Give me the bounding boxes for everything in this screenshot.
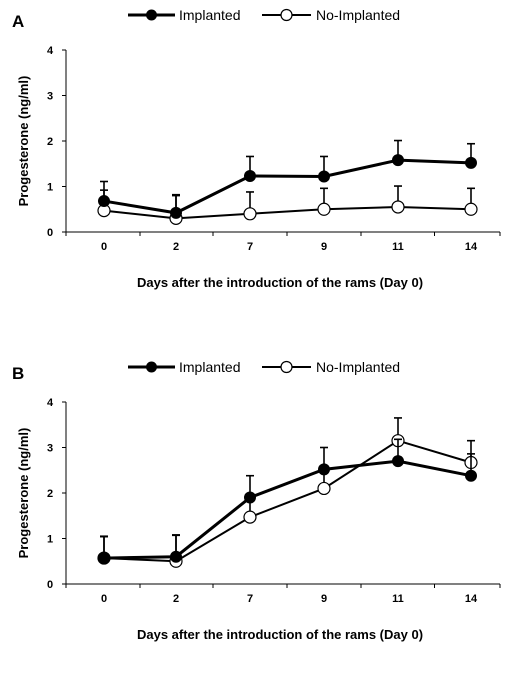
series-line-no-implanted — [103, 205, 472, 220]
y-tick-label: 1 — [47, 182, 53, 194]
legend-label-implanted: Implanted — [179, 359, 240, 375]
series-line-no-implanted — [103, 439, 472, 563]
y-tick-label: 0 — [47, 227, 53, 239]
data-point-implanted — [318, 170, 330, 183]
data-point-implanted — [98, 552, 110, 565]
y-axis-title: Progesterone (ng/ml) — [16, 428, 31, 559]
data-point-implanted — [392, 154, 404, 167]
x-tick-label: 9 — [321, 241, 327, 253]
data-point-no-implanted — [317, 202, 331, 216]
x-axis-title: Days after the introduction of the rams … — [137, 275, 423, 290]
x-tick-label: 0 — [101, 593, 107, 605]
data-point-no-implanted — [243, 510, 257, 524]
x-tick-label: 2 — [173, 241, 179, 253]
data-point-implanted — [244, 170, 256, 183]
y-tick-label: 4 — [47, 397, 54, 409]
x-tick-label: 11 — [392, 241, 404, 253]
y-axis-title: Progesterone (ng/ml) — [16, 76, 31, 207]
legend-label-no-implanted: No-Implanted — [316, 7, 400, 23]
data-point-implanted — [318, 463, 330, 476]
legend-marker-no-implanted — [280, 8, 293, 22]
legend-marker-implanted — [146, 9, 157, 21]
data-point-implanted — [465, 469, 477, 482]
y-tick-label: 3 — [47, 91, 53, 103]
data-point-implanted — [465, 156, 477, 169]
chart-a-svg: A Implanted No-Implanted 0 1 2 3 4 0 2 7 9 11 14 Proge… — [12, 7, 501, 290]
x-tick-label: 7 — [247, 593, 253, 605]
x-tick-label: 14 — [465, 593, 478, 605]
chart-panel-a: A Implanted No-Implanted 0 1 2 3 4 0 2 7 9 11 14 Proge… — [0, 0, 508, 320]
legend-label-implanted: Implanted — [179, 7, 240, 23]
x-axis-title: Days after the introduction of the rams … — [137, 627, 423, 642]
y-tick-label: 2 — [47, 488, 53, 500]
chart-b-svg: B Implanted No-Implanted 0 1 2 3 4 0 2 7 9 11 14 Proge… — [12, 359, 501, 642]
x-tick-label: 9 — [321, 593, 327, 605]
y-tick-label: 1 — [47, 534, 53, 546]
x-tick-label: 11 — [392, 593, 404, 605]
y-tick-label: 3 — [47, 443, 53, 455]
y-tick-label: 0 — [47, 579, 53, 591]
legend-marker-implanted — [146, 361, 157, 373]
data-point-implanted — [244, 491, 256, 504]
data-point-no-implanted — [243, 207, 257, 221]
x-tick-label: 2 — [173, 593, 179, 605]
data-point-implanted — [170, 550, 182, 563]
series-line-implanted — [103, 158, 472, 215]
legend-label-no-implanted: No-Implanted — [316, 359, 400, 375]
y-tick-label: 4 — [47, 45, 54, 57]
chart-panel-b: B Implanted No-Implanted 0 1 2 3 4 0 2 7 9 11 14 Proge… — [0, 352, 508, 672]
x-tick-label: 7 — [247, 241, 253, 253]
series-line-implanted — [103, 459, 472, 560]
legend-marker-no-implanted — [280, 360, 293, 374]
panel-label: B — [12, 364, 24, 383]
data-point-no-implanted — [317, 481, 331, 496]
data-point-no-implanted — [464, 202, 478, 216]
data-point-implanted — [170, 206, 182, 219]
panel-label: A — [12, 12, 24, 31]
x-tick-label: 0 — [101, 241, 107, 253]
data-point-implanted — [98, 195, 110, 208]
data-point-no-implanted — [391, 200, 405, 214]
data-point-implanted — [392, 455, 404, 468]
y-tick-label: 2 — [47, 136, 53, 148]
x-tick-label: 14 — [465, 241, 478, 253]
